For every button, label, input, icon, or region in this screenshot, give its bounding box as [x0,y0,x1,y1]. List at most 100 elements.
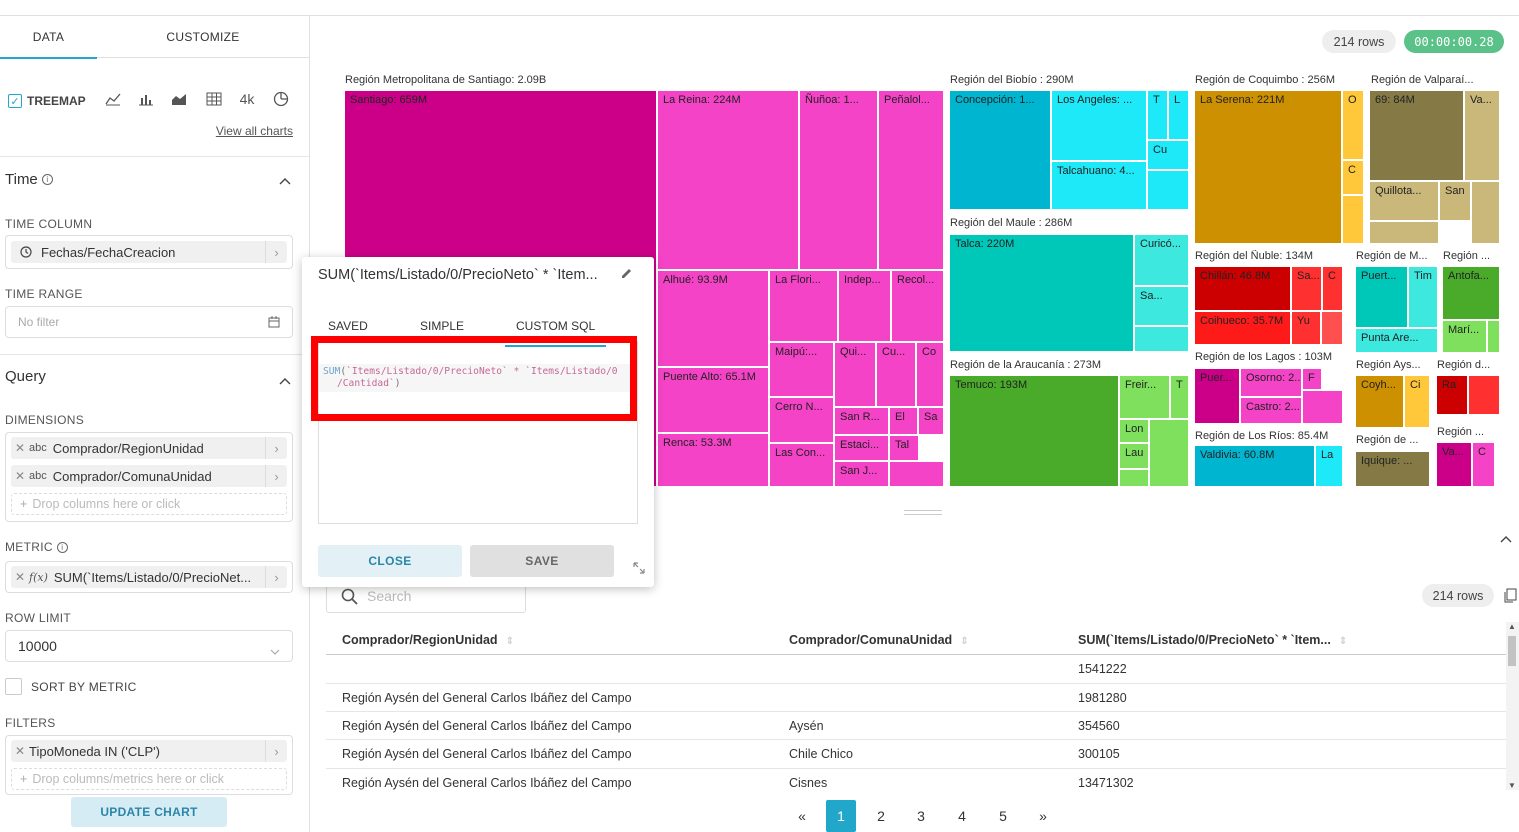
pagination-page[interactable]: 1 [826,800,856,832]
sort-by-metric-checkbox[interactable] [5,678,22,695]
treemap-tile[interactable]: Cu [1147,140,1189,170]
treemap-tile[interactable]: Yu [1291,311,1321,345]
treemap-tile[interactable]: Valdivia: 60.8M [1194,445,1315,487]
treemap-tile[interactable]: Cu... [876,342,916,407]
popover-tab-simple[interactable]: SIMPLE [420,319,465,333]
treemap-tile[interactable]: Recol... [891,270,944,342]
treemap-tile[interactable]: Concepción: 1... [949,90,1051,210]
treemap-tile[interactable]: Temuco: 193M [949,375,1119,487]
sort-icon[interactable]: ⇕ [505,636,514,647]
treemap-tile[interactable]: 69: 84M [1369,90,1464,181]
treemap-tile[interactable]: Curicó... [1134,234,1189,286]
query-section-title[interactable]: Query [5,368,46,385]
pagination-page[interactable]: 5 [999,808,1007,824]
treemap-tile[interactable]: C [1342,160,1364,195]
pagination-page[interactable]: 4 [958,808,966,824]
filter-pill[interactable]: ✕ TipoMoneda IN ('CLP') › [11,740,287,762]
scroll-up-icon[interactable]: ▲ [1508,622,1516,631]
treemap-tile[interactable]: Freir... [1119,375,1170,419]
treemap-tile[interactable]: Va... [1464,90,1500,181]
chart-type-treemap[interactable]: ✓ TREEMAP [8,90,90,112]
pagination-next[interactable]: » [1039,808,1047,824]
treemap-tile[interactable]: C [1322,266,1343,311]
time-range-input[interactable]: No filter [5,306,293,338]
copy-icon[interactable] [1504,588,1517,608]
scrollbar-thumb[interactable] [1508,636,1516,666]
treemap-tile[interactable]: Iquique: ... [1355,451,1430,487]
close-button[interactable]: CLOSE [318,545,462,577]
treemap-tile[interactable]: Sa... [1134,286,1189,326]
remove-icon[interactable]: ✕ [14,744,26,758]
resize-icon[interactable] [633,561,645,579]
treemap-tile[interactable]: Co [916,342,944,407]
tab-customize[interactable]: CUSTOMIZE [97,16,309,58]
treemap-tile[interactable]: Ci [1404,375,1430,428]
treemap-tile[interactable]: Las Con... [769,443,834,487]
table-chart-icon[interactable] [203,88,225,110]
treemap-tile[interactable]: Castro: 2... [1240,397,1302,424]
dimension-pill[interactable]: ✕ abc Comprador/ComunaUnidad › [11,465,287,487]
treemap-tile[interactable]: La Reina: 224M [657,90,799,270]
metric-pill[interactable]: ✕ f(x) SUM(`Items/Listado/0/PrecioNet...… [11,566,287,588]
popover-tab-saved[interactable]: SAVED [328,319,368,333]
treemap-tile[interactable]: Sa [918,407,944,435]
treemap-tile[interactable]: Coyh... [1355,375,1404,428]
chevron-right-icon[interactable]: › [265,566,287,588]
view-all-charts-link[interactable]: View all charts [215,124,293,138]
treemap-tile[interactable]: Tim [1408,266,1438,328]
line-chart-icon[interactable] [102,88,124,110]
treemap-tile[interactable]: Lau [1119,443,1149,469]
collapse-chevron-icon[interactable] [279,372,291,390]
treemap-tile[interactable]: Indep... [838,270,891,342]
treemap-tile[interactable]: T [1147,90,1168,140]
column-header[interactable]: SUM(`Items/Listado/0/PrecioNeto` * `Item… [1078,633,1347,647]
treemap-tile[interactable]: Los Angeles: ... [1051,90,1147,161]
time-column-select[interactable]: Fechas/FechaCreacion › [5,235,293,269]
popover-title[interactable]: SUM(`Items/Listado/0/PrecioNeto` * `Item… [318,267,598,283]
treemap-tile[interactable]: Puer... [1194,368,1240,424]
treemap-tile[interactable]: Maipú:... [769,342,834,397]
treemap-tile[interactable]: Peñalol... [878,90,944,270]
treemap-tile[interactable]: Tal [889,435,919,461]
treemap-tile[interactable]: O [1342,90,1364,160]
pagination-page[interactable]: 2 [877,808,885,824]
save-button[interactable]: SAVE [470,545,614,577]
pagination-prev[interactable]: « [798,808,806,824]
row-limit-select[interactable]: 10000 [5,630,293,662]
treemap-tile[interactable]: Quillota... [1369,181,1439,221]
remove-icon[interactable]: ✕ [14,570,26,584]
treemap-tile[interactable]: L [1168,90,1189,140]
resize-handle[interactable] [904,510,942,515]
treemap-tile[interactable]: Lon [1119,419,1149,443]
treemap-tile[interactable]: La Flori... [769,270,838,342]
treemap-tile[interactable]: Sa... [1291,266,1322,311]
treemap-tile[interactable]: La [1315,445,1343,487]
filters-drop-zone[interactable]: + Drop columns/metrics here or click [11,768,287,790]
treemap-tile[interactable]: Ra [1436,375,1468,415]
scroll-down-icon[interactable]: ▼ [1508,781,1516,790]
edit-pencil-icon[interactable] [620,267,633,285]
treemap-tile[interactable]: San J... [834,461,889,487]
treemap-tile[interactable]: Punta Are... [1355,328,1438,353]
dimensions-drop-zone[interactable]: + Drop columns here or click [11,493,287,515]
treemap-tile[interactable]: Ñuñoa: 1... [799,90,878,270]
sort-icon[interactable]: ⇕ [960,636,969,647]
bar-chart-icon[interactable] [135,88,157,110]
treemap-tile[interactable]: Va... [1436,442,1472,487]
chevron-right-icon[interactable]: › [265,465,287,487]
treemap-tile[interactable]: F [1302,368,1322,390]
treemap-tile[interactable]: San [1439,181,1471,221]
remove-icon[interactable]: ✕ [14,469,26,483]
chevron-right-icon[interactable]: › [265,241,287,263]
treemap-tile[interactable]: C [1472,442,1495,487]
remove-icon[interactable]: ✕ [14,441,26,455]
pie-chart-icon[interactable] [270,88,292,110]
treemap-tile[interactable]: Puente Alto: 65.1M [657,367,769,433]
table-scrollbar[interactable]: ▲ ▼ [1506,622,1519,790]
big-number-chart-icon[interactable]: 4k [236,88,258,110]
collapse-chevron-icon[interactable] [279,174,291,188]
treemap-tile[interactable]: Cerro N... [769,397,834,443]
treemap-tile[interactable]: La Serena: 221M [1194,90,1342,244]
treemap-tile[interactable]: Talcahuano: 4... [1051,161,1147,210]
pagination-page[interactable]: 3 [917,808,925,824]
